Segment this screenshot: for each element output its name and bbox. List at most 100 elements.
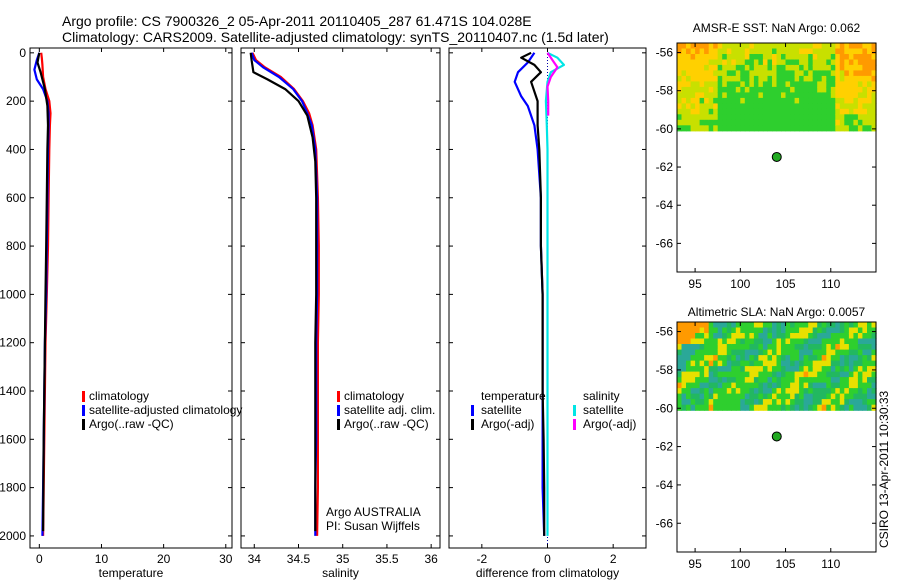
map-field-cell (867, 86, 873, 93)
map-field-cell (717, 371, 723, 378)
map-field-cell (753, 75, 759, 82)
map-field-cell (812, 59, 818, 66)
map-field-cell (821, 97, 827, 104)
map-field-cell (853, 97, 859, 104)
map-field-cell (776, 59, 782, 66)
map-field-cell (848, 377, 854, 384)
map-field-cell (758, 48, 764, 55)
map-field-cell (767, 54, 773, 61)
map-field-cell (785, 59, 791, 66)
map-field-cell (681, 97, 687, 104)
map-field-cell (857, 114, 863, 121)
map-field-cell (758, 114, 764, 121)
map-field-cell (767, 97, 773, 104)
map-field-cell (735, 92, 741, 99)
map-field-cell (753, 360, 759, 367)
map-field-cell (708, 86, 714, 93)
map-field-cell (817, 86, 823, 93)
map-field-cell (799, 388, 805, 395)
map-field-cell (749, 333, 755, 340)
map-field-cell (722, 114, 728, 121)
map-field-cell (713, 399, 719, 406)
map-field-cell (767, 86, 773, 93)
map-field-cell (744, 64, 750, 71)
map-field-cell (681, 103, 687, 110)
map-field-cell (803, 393, 809, 400)
map-field-cell (681, 75, 687, 82)
map-field-cell (690, 349, 696, 356)
map-field-cell (713, 70, 719, 77)
map-field-cell (817, 393, 823, 400)
map-field-cell (776, 322, 782, 329)
map-field-cell (713, 388, 719, 395)
map-field-cell (776, 70, 782, 77)
map-field-cell (704, 70, 710, 77)
map-field-cell (812, 388, 818, 395)
map-field-cell (681, 366, 687, 373)
map-field-cell (708, 97, 714, 104)
map-field-cell (821, 399, 827, 406)
map-field-cell (803, 366, 809, 373)
map-field-cell (713, 125, 719, 132)
map-field-cell (790, 360, 796, 367)
map-field-cell (871, 327, 877, 334)
map-field-cell (690, 70, 696, 77)
map-field-cell (785, 338, 791, 345)
map-field-cell (681, 371, 687, 378)
map-field-cell (731, 327, 737, 334)
map-field-cell (762, 119, 768, 126)
map-field-cell (835, 86, 841, 93)
map-field-cell (817, 327, 823, 334)
map-field-cell (817, 59, 823, 66)
map-field-cell (762, 43, 768, 50)
map-field-cell (767, 64, 773, 71)
map-field-cell (781, 64, 787, 71)
map-field-cell (758, 81, 764, 88)
map-field-cell (708, 338, 714, 345)
map-field-cell (690, 97, 696, 104)
map-field-cell (817, 371, 823, 378)
map-field-cell (772, 103, 778, 110)
map-field-cell (722, 327, 728, 334)
map-field-cell (799, 59, 805, 66)
legend-label: satellite adj. clim. (344, 403, 435, 417)
map-field-cell (776, 344, 782, 351)
legend-label: satellite (481, 403, 522, 417)
map-field-cell (871, 355, 877, 362)
map-field-cell (803, 86, 809, 93)
map-field-cell (776, 360, 782, 367)
map-field-cell (808, 108, 814, 115)
map-field-cell (848, 92, 854, 99)
map-field-cell (803, 103, 809, 110)
map-field-cell (830, 377, 836, 384)
map-field-cell (848, 125, 854, 132)
map-field-cell (735, 377, 741, 384)
map-field-cell (699, 349, 705, 356)
map-field-cell (704, 86, 710, 93)
map-field-cell (722, 97, 728, 104)
map-field-cell (830, 59, 836, 66)
map-field-cell (871, 92, 877, 99)
map-field-cell (871, 393, 877, 400)
map-field-cell (812, 43, 818, 50)
map-field-cell (758, 344, 764, 351)
map-field-cell (726, 344, 732, 351)
map-field-cell (772, 366, 778, 373)
map-field-cell (690, 86, 696, 93)
map-field-cell (735, 48, 741, 55)
map-field-cell (848, 59, 854, 66)
map-field-cell (753, 103, 759, 110)
map-field-cell (803, 322, 809, 329)
map-field-cell (853, 108, 859, 115)
map-field-cell (839, 338, 845, 345)
map-field-cell (681, 349, 687, 356)
map-field-cell (744, 92, 750, 99)
map-field-cell (844, 70, 850, 77)
map-field-cell (785, 349, 791, 356)
map-field-cell (717, 327, 723, 334)
map-field-cell (848, 388, 854, 395)
map-field-cell (708, 114, 714, 121)
map-field-cell (817, 355, 823, 362)
map-field-cell (772, 97, 778, 104)
map-field-cell (731, 59, 737, 66)
